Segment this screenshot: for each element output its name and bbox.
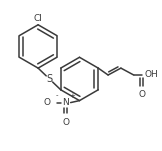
Text: N: N bbox=[62, 98, 69, 107]
Text: -: - bbox=[56, 93, 58, 99]
Text: O: O bbox=[138, 90, 145, 99]
Text: Cl: Cl bbox=[34, 14, 43, 23]
Text: +: + bbox=[70, 93, 75, 99]
Text: S: S bbox=[46, 74, 52, 84]
Text: O: O bbox=[44, 98, 51, 107]
Text: O: O bbox=[62, 118, 69, 127]
Text: OH: OH bbox=[145, 69, 158, 79]
